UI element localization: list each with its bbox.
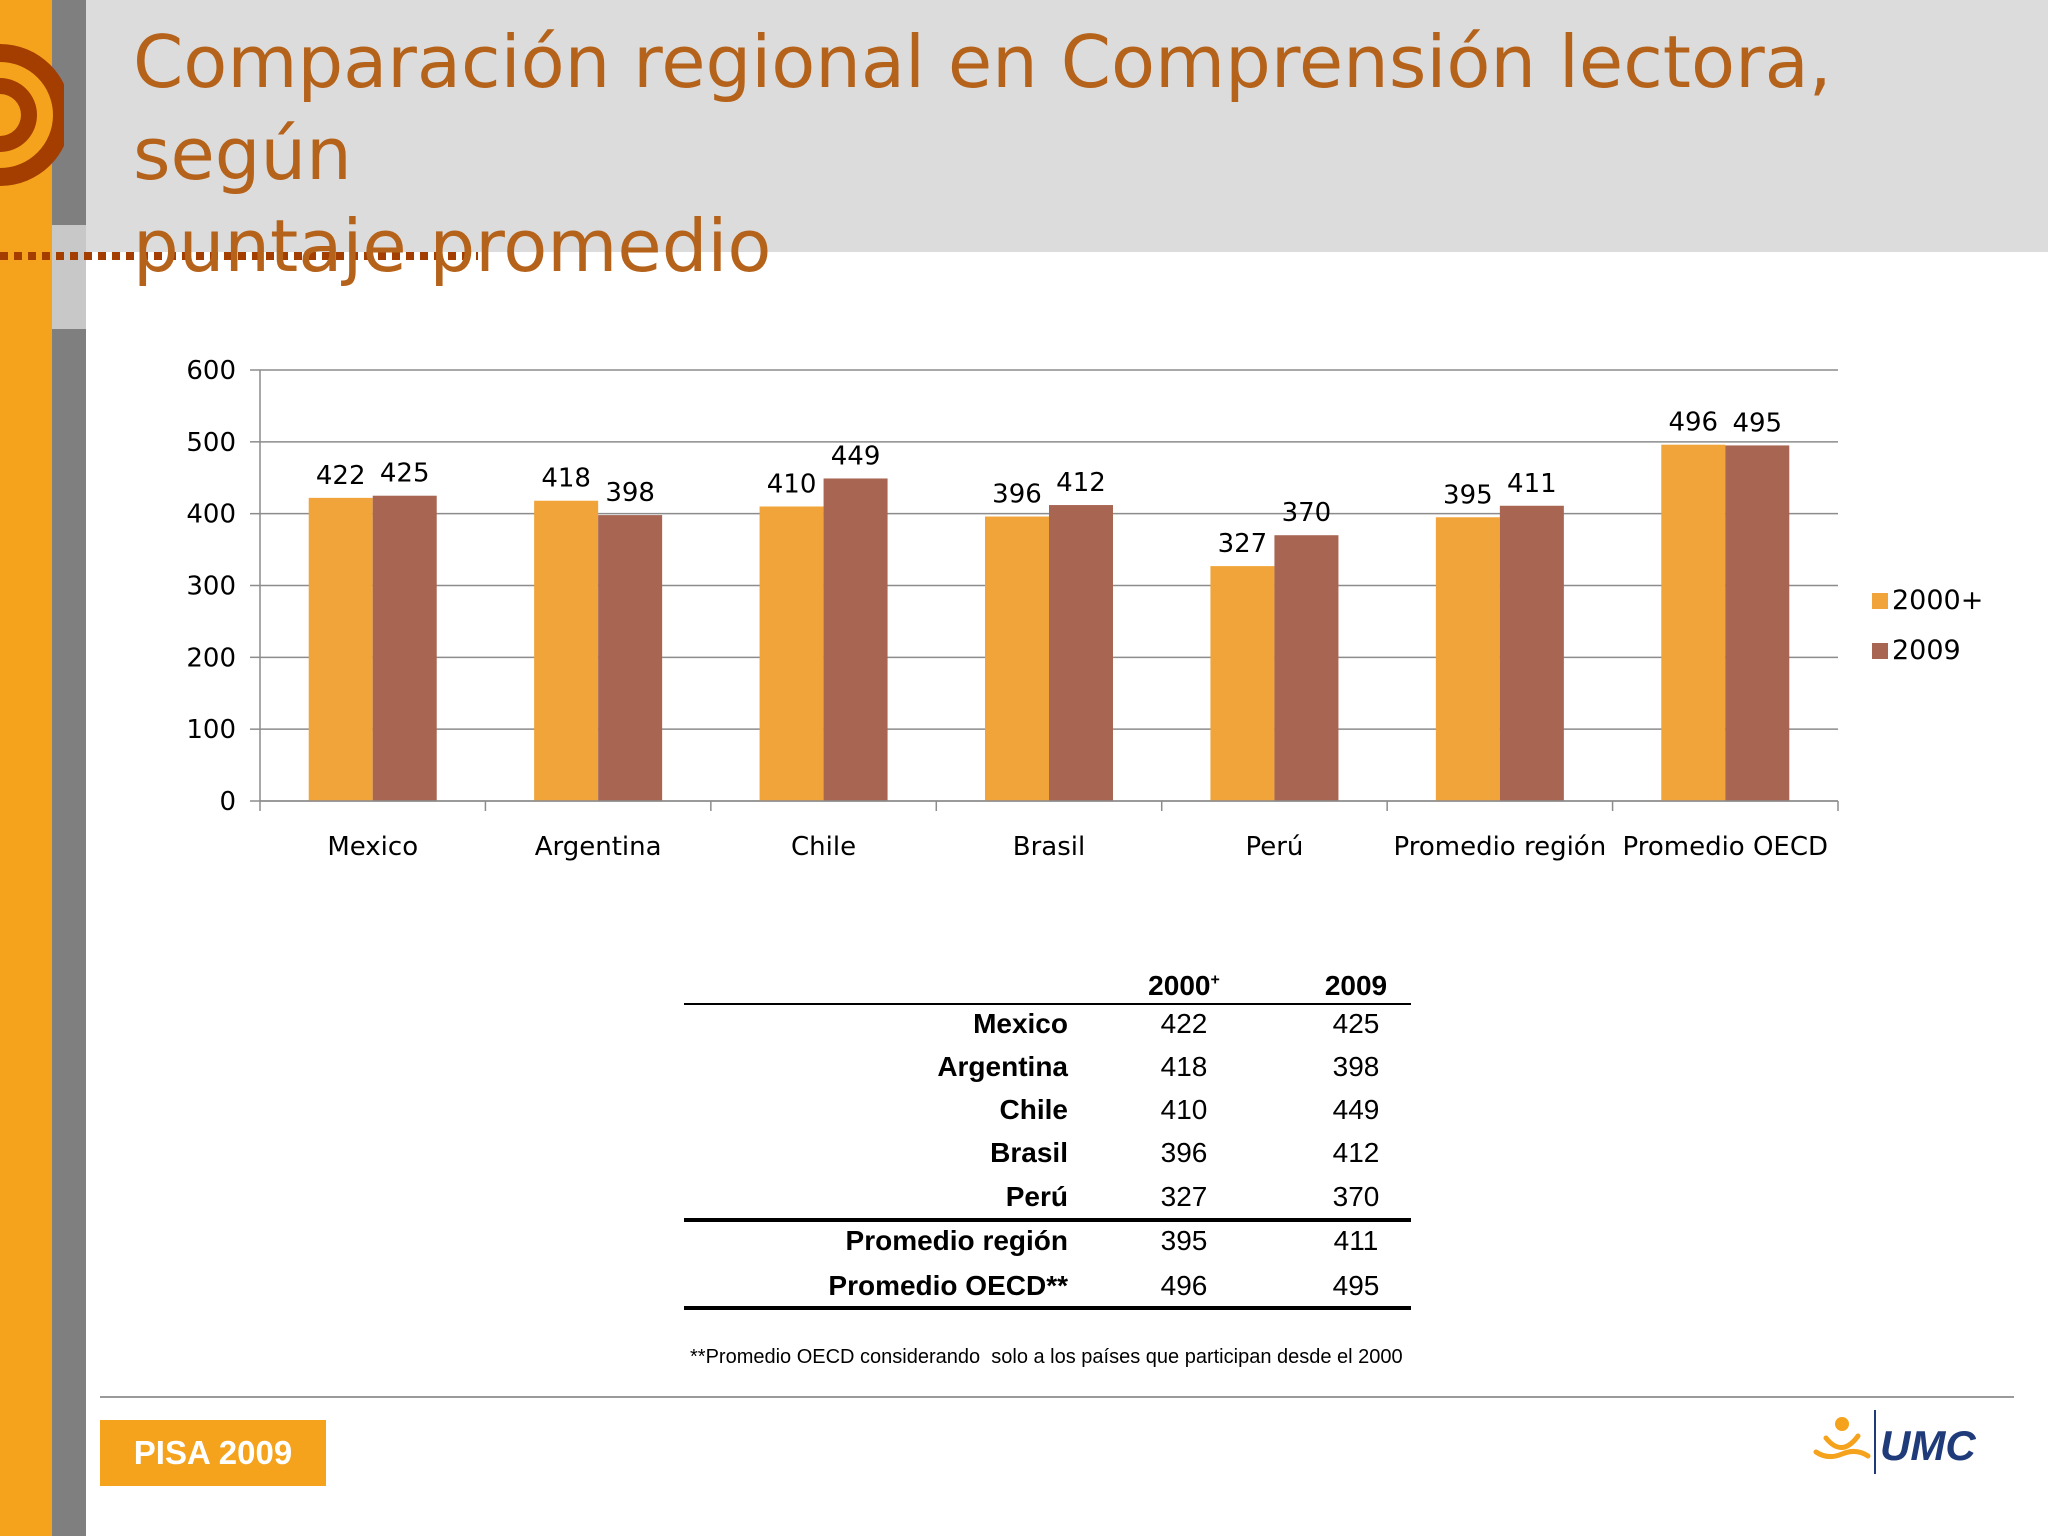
table-row-label: Brasil <box>990 1137 1068 1168</box>
table-header-2000: 2000+ <box>1124 970 1244 1002</box>
table-cell-2009: 449 <box>1332 1094 1380 1125</box>
table-row-label: Argentina <box>937 1051 1068 1082</box>
bar <box>308 497 373 801</box>
footnote: **Promedio OECD considerando solo a los … <box>690 1346 1403 1368</box>
bar <box>598 515 663 801</box>
title-line-1: Comparación regional en Comprensión lect… <box>133 20 1832 196</box>
table-header-rule <box>684 1003 1411 1005</box>
table-row-label: Perú <box>1005 1181 1068 1212</box>
title-line-2: puntaje promedio <box>133 204 772 288</box>
data-label: 327 <box>1218 529 1268 559</box>
pisa-badge: PISA 2009 <box>100 1420 326 1486</box>
data-label: 425 <box>380 459 430 489</box>
x-tick-label: Brasil <box>1013 832 1085 862</box>
data-label: 418 <box>541 464 591 494</box>
x-tick-label: Promedio OECD <box>1623 832 1829 862</box>
legend-label: 2009 <box>1892 635 1961 666</box>
data-label: 422 <box>316 461 366 491</box>
x-tick-label: Promedio región <box>1394 832 1607 862</box>
table-row-label: Chile <box>999 1094 1068 1125</box>
data-label: 370 <box>1282 498 1332 528</box>
dotted-separator <box>0 252 478 260</box>
table-cell-2000: 410 <box>1160 1094 1208 1125</box>
table-header-2000-text: 2000 <box>1148 970 1211 1001</box>
legend-swatch <box>1872 593 1888 609</box>
table-cell-2000: 327 <box>1160 1181 1208 1212</box>
bar <box>1049 505 1113 801</box>
table-cell-2000: 395 <box>1160 1225 1208 1256</box>
data-label: 411 <box>1507 469 1557 499</box>
y-tick-label: 200 <box>186 643 236 673</box>
legend-label: 2000+ <box>1892 585 1983 616</box>
x-tick-label: Perú <box>1245 832 1303 862</box>
data-table: 2000+ 2009 Mexico 422 425 Argentina 418 398 Chil… <box>684 960 1414 1320</box>
y-tick-label: 600 <box>186 356 236 386</box>
bar <box>534 500 599 801</box>
left-gray-bar-light <box>52 225 86 329</box>
y-tick-label: 500 <box>186 428 236 458</box>
bar <box>1499 505 1564 801</box>
y-tick-label: 0 <box>219 787 236 817</box>
data-label: 396 <box>992 480 1042 510</box>
bar <box>372 495 437 801</box>
table-cell-2000: 496 <box>1160 1270 1208 1301</box>
bar-chart: 0 100 200 300 400 500 600 422 425 Mexico 418 398 Arg… <box>186 356 1983 862</box>
umc-logo-text: UMC <box>1880 1422 1976 1469</box>
table-cell-2000: 418 <box>1160 1051 1208 1082</box>
bar <box>1725 445 1790 801</box>
bar <box>1435 517 1500 801</box>
table-cell-2009: 495 <box>1332 1270 1380 1301</box>
table-cell-2009: 412 <box>1332 1137 1380 1168</box>
umc-logo: UMC <box>1812 1408 1976 1474</box>
table-mid-rule <box>684 1218 1411 1222</box>
bar <box>1210 566 1275 801</box>
table-header-2009: 2009 <box>1324 970 1388 1001</box>
bar <box>759 506 824 801</box>
table-cell-2009: 411 <box>1333 1225 1379 1256</box>
header-band <box>86 0 2048 252</box>
person-reading-icon <box>1813 1417 1871 1460</box>
bar <box>1661 444 1726 801</box>
data-label: 496 <box>1668 408 1718 438</box>
bar <box>1274 535 1339 801</box>
bottom-rule <box>100 1396 2014 1398</box>
x-tick-label: Chile <box>791 832 856 862</box>
table-cell-2000: 422 <box>1160 1008 1208 1039</box>
table-cell-2009: 398 <box>1332 1051 1380 1082</box>
table-header-2000-sup: + <box>1210 971 1220 989</box>
bar <box>823 478 888 801</box>
bar <box>985 516 1049 801</box>
table-row-label: Mexico <box>973 1008 1068 1039</box>
table-bottom-rule <box>684 1306 1411 1310</box>
data-label: 449 <box>831 441 881 471</box>
x-tick-label: Mexico <box>327 832 418 862</box>
table-cell-2000: 396 <box>1160 1137 1208 1168</box>
data-label: 410 <box>767 469 817 499</box>
legend-swatch <box>1872 643 1888 659</box>
y-tick-label: 400 <box>186 500 236 530</box>
table-cell-2009: 425 <box>1332 1008 1380 1039</box>
data-label: 395 <box>1443 480 1493 510</box>
x-tick-label: Argentina <box>535 832 662 862</box>
data-label: 398 <box>605 478 655 508</box>
table-row-label: Promedio región <box>845 1225 1068 1256</box>
table-cell-2009: 370 <box>1332 1181 1380 1212</box>
page-title: Comparación regional en Comprensión lect… <box>133 16 2013 292</box>
y-tick-label: 100 <box>186 715 236 745</box>
y-tick-label: 300 <box>186 572 236 602</box>
data-label: 495 <box>1732 408 1782 438</box>
table-row-label: Promedio OECD** <box>828 1270 1068 1301</box>
data-label: 412 <box>1056 468 1106 498</box>
sun-logo-icon <box>0 44 64 186</box>
logo-divider <box>1874 1410 1876 1474</box>
